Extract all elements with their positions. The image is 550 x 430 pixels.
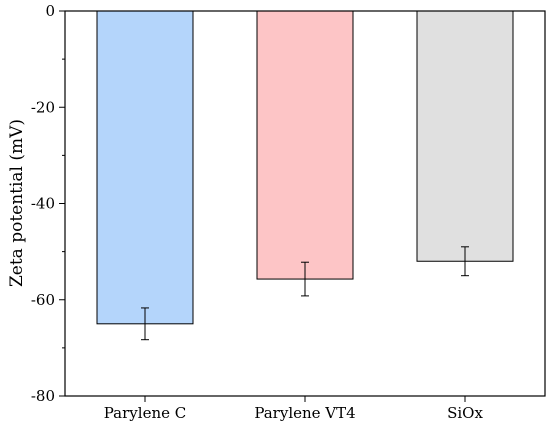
error-bars-group: [141, 246, 469, 341]
bar: [416, 10, 514, 262]
bar: [256, 10, 354, 280]
x-tick-label: Parylene C: [104, 404, 186, 422]
x-tick-label: Parylene VT4: [254, 404, 355, 422]
y-tick-label: 0: [45, 2, 55, 20]
y-tick-label: -80: [31, 387, 55, 405]
y-axis-title: Zeta potential (mV): [7, 119, 27, 287]
bar: [96, 10, 194, 325]
y-tick-label: -40: [31, 195, 55, 213]
y-tick-label: -20: [31, 98, 55, 116]
x-tick-label: SiOx: [447, 404, 483, 422]
axes-group: Parylene C Parylene VT4 SiOx 0 -20 -40 -60 -80: [31, 2, 546, 422]
y-tick-label: -60: [31, 291, 55, 309]
